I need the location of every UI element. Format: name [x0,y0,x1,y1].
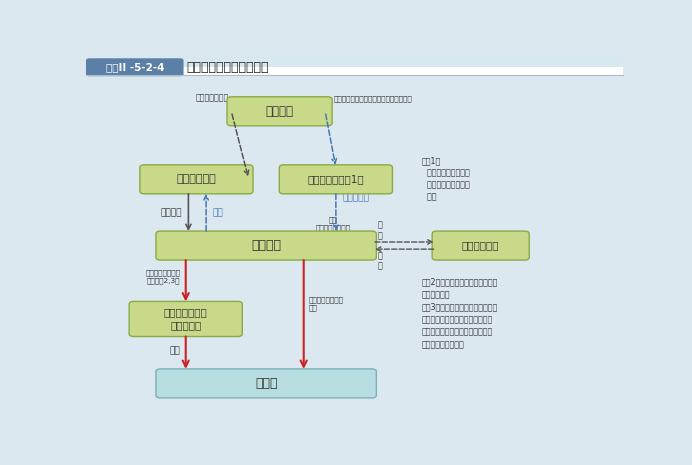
Text: 上
申: 上 申 [378,221,383,240]
Bar [86,56,623,75]
Text: 通知: 通知 [212,208,224,217]
Text: 国民保護等招集の
下令（注2,3）: 国民保護等招集の 下令（注2,3） [145,270,181,284]
FancyBboxPatch shape [129,301,242,337]
Text: 報告
（市町村長からの
連絡があったとき）: 報告 （市町村長からの 連絡があったとき） [313,216,353,239]
Text: 派遣の求め: 派遣の求め [343,193,370,203]
Text: 対策本部長（注1）: 対策本部長（注1） [307,174,364,184]
Text: 連絡（派遣要請の求めができないとき）: 連絡（派遣要請の求めができないとき） [333,96,412,102]
Text: 国民保護等派遣のしくみ: 国民保護等派遣のしくみ [187,61,269,74]
Text: 内閣総理大臣: 内閣総理大臣 [462,240,500,251]
Text: 市町村長: 市町村長 [266,105,293,118]
Text: （注1）
  事態対策本部長又は
  緊急対処事態対策本
  部長: （注1） 事態対策本部長又は 緊急対処事態対策本 部長 [421,156,469,201]
Text: 派遣要請の求め: 派遣要請の求め [195,93,228,102]
FancyBboxPatch shape [156,231,376,260]
Text: 国民保護等派遣の
下令: 国民保護等派遣の 下令 [309,296,344,311]
FancyBboxPatch shape [280,165,392,194]
FancyBboxPatch shape [227,97,332,126]
Text: 防衛大臣: 防衛大臣 [251,239,281,252]
Text: 図表II -5-2-4: 図表II -5-2-4 [105,62,164,72]
Text: 出頭: 出頭 [170,347,181,356]
FancyBboxPatch shape [432,231,529,260]
FancyBboxPatch shape [140,165,253,194]
Bar [86,56,623,67]
Text: 部隊等: 部隊等 [255,377,277,390]
Text: 承
認: 承 認 [378,251,383,270]
Text: 即応予備自衛官
予備自衛官: 即応予備自衛官 予備自衛官 [164,307,208,330]
FancyBboxPatch shape [86,58,183,76]
FancyBboxPatch shape [156,369,376,398]
Text: （注2）　特に必要があると認める
　　　　とき
（注3）　即応予備自衛官及び予備
　　　　自衛官の招集は、必要に
　　　　応じ内閣総理大臣の承認
　　　　を得て: （注2） 特に必要があると認める とき （注3） 即応予備自衛官及び予備 自衛官… [421,278,498,349]
Text: 都道府県知事: 都道府県知事 [176,174,217,184]
Text: 派遣要請: 派遣要請 [161,208,182,217]
